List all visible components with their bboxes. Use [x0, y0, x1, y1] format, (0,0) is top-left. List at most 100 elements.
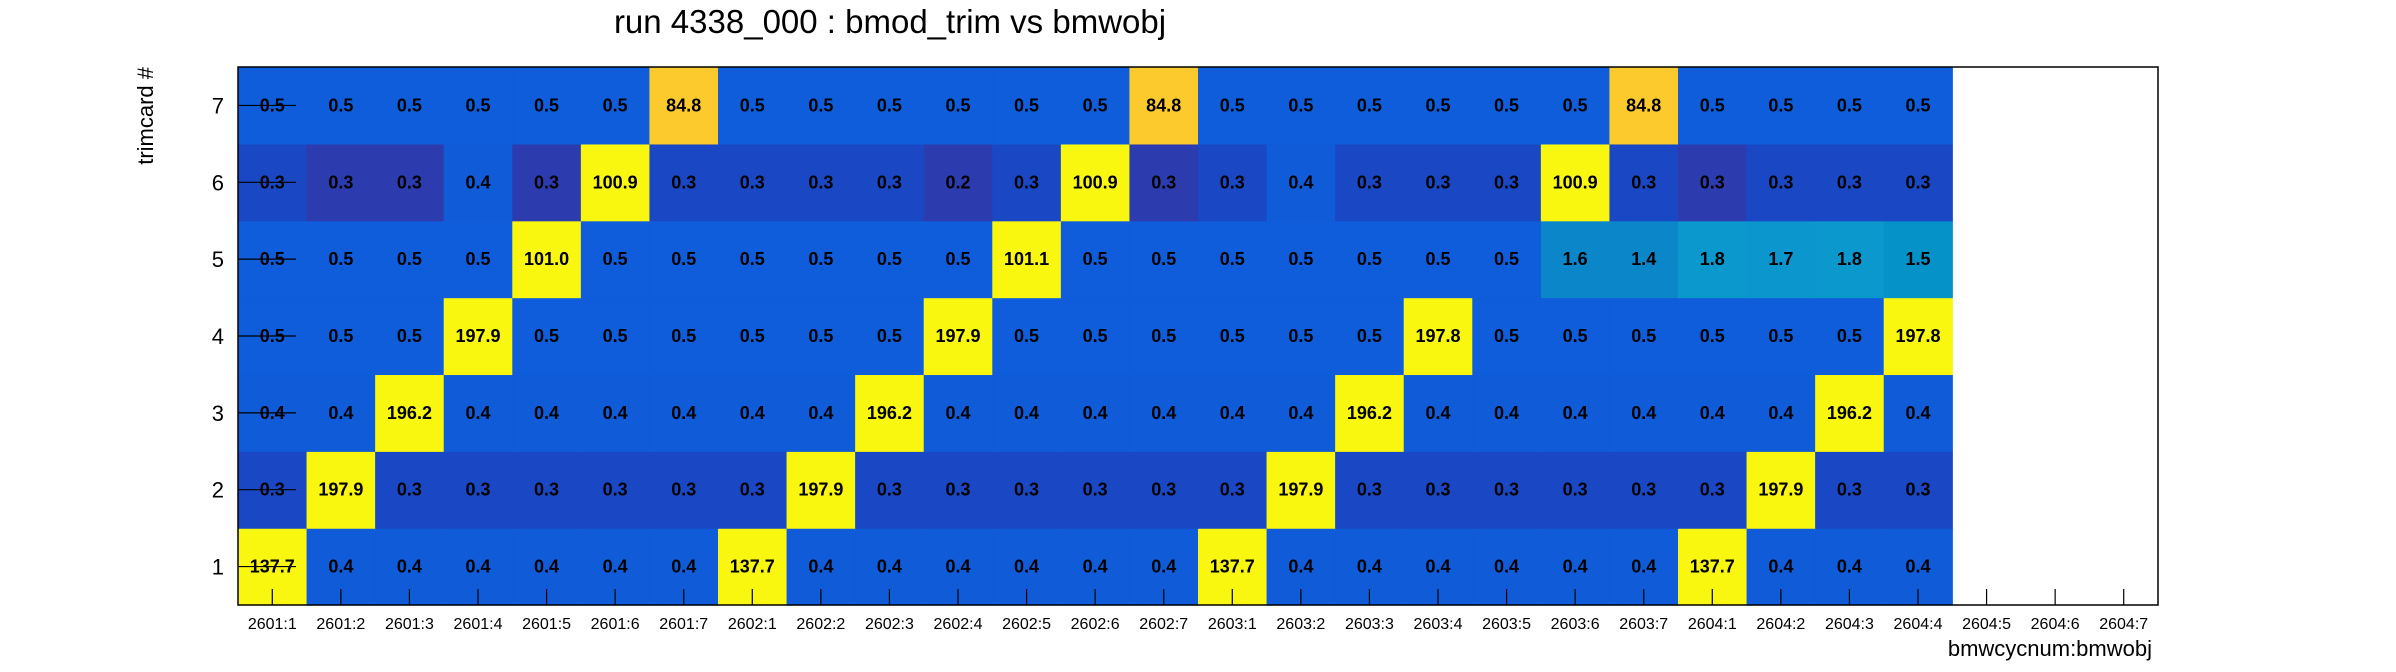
- heatmap-cell: [1609, 220, 1679, 299]
- x-axis-tick-label: 2603:7: [1619, 616, 1668, 633]
- heatmap-cell: [1815, 297, 1885, 376]
- heatmap-cell: [1678, 220, 1748, 299]
- heatmap-cell: [1060, 374, 1131, 452]
- cell-value-label: 196.2: [387, 403, 432, 423]
- heatmap-cell: [1540, 220, 1611, 299]
- cell-value-label: 0.3: [877, 480, 902, 500]
- x-axis-tick-label: 2601:3: [385, 616, 434, 633]
- heatmap-cell: [1746, 374, 1816, 452]
- heatmap-cell: [992, 374, 1062, 452]
- cell-value-label: 0.3: [1357, 172, 1382, 192]
- heatmap-cell: [512, 67, 582, 145]
- cell-value-label: 0.5: [1425, 95, 1450, 115]
- cell-value-label: 0.5: [534, 95, 559, 115]
- cell-value-label: 0.3: [397, 480, 422, 500]
- heatmap-cell: [1746, 67, 1816, 145]
- cell-value-label: 0.5: [603, 326, 628, 346]
- x-axis-tick-label: 2604:1: [1688, 616, 1737, 633]
- heatmap-cell: [786, 67, 856, 145]
- cell-value-label: 0.4: [1700, 403, 1725, 423]
- heatmap-cell: [1540, 374, 1611, 452]
- cell-value-label: 1.6: [1563, 249, 1588, 269]
- cell-value-label: 0.3: [1837, 480, 1862, 500]
- heatmap-cell: [375, 220, 445, 299]
- heatmap-cell: [375, 143, 445, 222]
- heatmap-cell: [1266, 297, 1336, 376]
- cell-value-label: 1.4: [1631, 249, 1656, 269]
- heatmap-cell: [1472, 297, 1542, 376]
- cell-value-label: 0.4: [1083, 403, 1108, 423]
- x-axis-ticks: [271, 589, 2125, 605]
- heatmap-cell: [580, 297, 651, 376]
- cell-value-label: 0.5: [1631, 326, 1656, 346]
- cell-value-label: 0.3: [1083, 480, 1108, 500]
- x-axis-tick-label: 2602:2: [796, 616, 845, 633]
- heatmap-cell: [1883, 220, 1953, 299]
- cell-value-label: 0.4: [1014, 557, 1039, 577]
- cell-value-label: 0.4: [603, 403, 628, 423]
- heatmap-cell: [1335, 220, 1405, 299]
- heatmap-cell: [1678, 451, 1748, 529]
- heatmap-cell: [1472, 374, 1542, 452]
- heatmap-cell: [923, 67, 993, 145]
- heatmap-cell: [923, 297, 993, 376]
- cell-value-label: 0.3: [1563, 480, 1588, 500]
- y-axis-title: trimcard #: [133, 66, 158, 165]
- heatmap-cell: [1746, 143, 1816, 222]
- cell-value-label: 0.5: [877, 326, 902, 346]
- heatmap-cell: [1266, 374, 1336, 452]
- cell-value-label: 0.4: [603, 557, 628, 577]
- heatmap-cell: [992, 143, 1062, 222]
- cell-value-label: 0.4: [1768, 403, 1793, 423]
- heatmap-cell: [1815, 220, 1885, 299]
- heatmap-cell: [1746, 220, 1816, 299]
- cell-value-label: 0.4: [1494, 557, 1519, 577]
- cell-value-label: 0.3: [1837, 172, 1862, 192]
- cell-value-label: 0.5: [1014, 95, 1039, 115]
- heatmap-cell: [992, 451, 1062, 529]
- cell-value-label: 0.5: [1425, 249, 1450, 269]
- heatmap-cell: [718, 451, 788, 529]
- cell-value-label: 0.3: [534, 172, 559, 192]
- heatmap-cell: [855, 143, 925, 222]
- cell-value-label: 0.5: [740, 326, 765, 346]
- heatmap-cell: [1198, 67, 1268, 145]
- cell-value-label: 0.3: [1631, 172, 1656, 192]
- cell-value-label: 0.3: [1151, 172, 1176, 192]
- heatmap-cell: [1266, 220, 1336, 299]
- heatmap-cell: [923, 374, 993, 452]
- cell-value-label: 0.4: [945, 557, 970, 577]
- cell-value-label: 0.4: [1014, 403, 1039, 423]
- heatmap-cell: [443, 451, 513, 529]
- heatmap-cell: [1266, 67, 1336, 145]
- x-axis-tick-label: 2604:6: [2031, 616, 2080, 633]
- heatmap-cell: [923, 451, 993, 529]
- cell-value-label: 0.3: [1220, 172, 1245, 192]
- x-axis-tick-label: 2604:7: [2099, 616, 2148, 633]
- cell-value-label: 0.5: [1768, 326, 1793, 346]
- cell-value-label: 0.5: [1288, 249, 1313, 269]
- cell-value-label: 0.5: [1220, 249, 1245, 269]
- x-axis-tick-label: 2604:4: [1894, 616, 1943, 633]
- heatmap-cell: [306, 297, 376, 376]
- cell-value-label: 197.8: [1415, 326, 1460, 346]
- heatmap-cell: [1335, 374, 1405, 452]
- cell-value-label: 0.3: [671, 172, 696, 192]
- heatmap-cell: [1883, 451, 1953, 529]
- heatmap-cell: [375, 297, 445, 376]
- cell-value-label: 0.4: [1563, 403, 1588, 423]
- cell-value-label: 0.4: [465, 403, 490, 423]
- heatmap-cell: [1198, 220, 1268, 299]
- heatmap-cell: [1198, 297, 1268, 376]
- cell-value-label: 137.7: [1690, 557, 1735, 577]
- cell-value-label: 197.8: [1895, 326, 1940, 346]
- heatmap-cell: [855, 297, 925, 376]
- cell-value-label: 0.3: [1014, 480, 1039, 500]
- cell-value-label: 0.3: [1768, 172, 1793, 192]
- cell-value-label: 0.5: [1083, 249, 1108, 269]
- heatmap-cell: [1266, 451, 1336, 529]
- cell-value-label: 0.5: [877, 95, 902, 115]
- x-axis-tick-label: 2601:7: [659, 616, 708, 633]
- x-axis-tick-label: 2603:3: [1345, 616, 1394, 633]
- heatmap-cell: [1815, 67, 1885, 145]
